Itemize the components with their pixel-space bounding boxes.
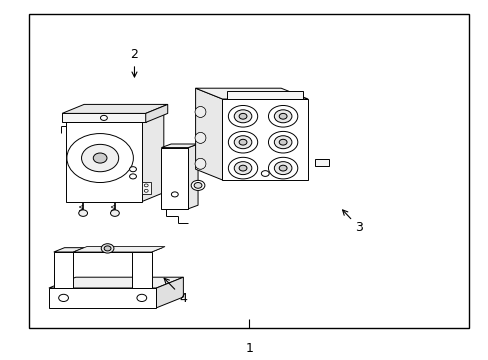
Bar bbox=[49, 288, 156, 308]
Polygon shape bbox=[188, 144, 198, 209]
Circle shape bbox=[144, 189, 148, 192]
Polygon shape bbox=[195, 88, 222, 180]
Bar bbox=[54, 252, 73, 288]
Text: 4: 4 bbox=[164, 278, 187, 305]
Bar bbox=[227, 91, 303, 99]
Polygon shape bbox=[62, 104, 167, 113]
Circle shape bbox=[228, 157, 257, 179]
Circle shape bbox=[194, 183, 202, 188]
Bar bbox=[161, 148, 188, 209]
Bar bbox=[132, 252, 151, 288]
Circle shape bbox=[239, 113, 246, 119]
Polygon shape bbox=[142, 113, 163, 202]
Circle shape bbox=[171, 192, 178, 197]
Bar bbox=[315, 159, 328, 166]
Circle shape bbox=[228, 105, 257, 127]
Polygon shape bbox=[49, 277, 183, 288]
Polygon shape bbox=[66, 113, 163, 122]
Circle shape bbox=[274, 110, 291, 123]
Polygon shape bbox=[156, 277, 183, 308]
Polygon shape bbox=[161, 144, 198, 148]
Circle shape bbox=[274, 162, 291, 175]
Circle shape bbox=[268, 157, 297, 179]
Ellipse shape bbox=[195, 107, 205, 117]
Text: 3: 3 bbox=[342, 210, 363, 234]
Circle shape bbox=[59, 294, 68, 302]
Circle shape bbox=[268, 105, 297, 127]
Polygon shape bbox=[54, 248, 84, 252]
Circle shape bbox=[234, 110, 251, 123]
Bar bbox=[29, 14, 468, 328]
Bar bbox=[222, 99, 307, 180]
Circle shape bbox=[110, 210, 119, 216]
Circle shape bbox=[279, 165, 286, 171]
Bar bbox=[66, 122, 142, 202]
Circle shape bbox=[104, 246, 111, 251]
Circle shape bbox=[239, 165, 246, 171]
Circle shape bbox=[144, 184, 148, 187]
Circle shape bbox=[67, 134, 133, 183]
Circle shape bbox=[268, 131, 297, 153]
Circle shape bbox=[228, 131, 257, 153]
Circle shape bbox=[129, 167, 136, 172]
Circle shape bbox=[137, 294, 146, 302]
Circle shape bbox=[79, 210, 87, 216]
Circle shape bbox=[279, 139, 286, 145]
Circle shape bbox=[101, 115, 107, 121]
Circle shape bbox=[261, 171, 268, 176]
Circle shape bbox=[279, 113, 286, 119]
Ellipse shape bbox=[195, 158, 205, 169]
Circle shape bbox=[93, 153, 107, 163]
Circle shape bbox=[129, 174, 136, 179]
Ellipse shape bbox=[195, 158, 205, 169]
Circle shape bbox=[239, 139, 246, 145]
Circle shape bbox=[234, 162, 251, 175]
Circle shape bbox=[101, 244, 114, 253]
Ellipse shape bbox=[195, 107, 205, 117]
Polygon shape bbox=[145, 104, 167, 122]
Ellipse shape bbox=[195, 132, 205, 143]
Bar bbox=[142, 182, 150, 194]
Bar bbox=[62, 113, 145, 122]
Circle shape bbox=[81, 144, 119, 172]
Polygon shape bbox=[132, 248, 162, 252]
Polygon shape bbox=[195, 88, 307, 99]
Circle shape bbox=[191, 180, 204, 190]
Circle shape bbox=[234, 136, 251, 149]
Polygon shape bbox=[73, 247, 165, 252]
Text: 1: 1 bbox=[245, 342, 253, 355]
Circle shape bbox=[274, 136, 291, 149]
Ellipse shape bbox=[195, 132, 205, 143]
Text: 2: 2 bbox=[130, 48, 138, 77]
